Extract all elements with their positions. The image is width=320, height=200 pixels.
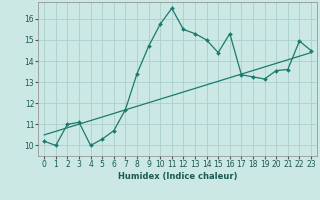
- X-axis label: Humidex (Indice chaleur): Humidex (Indice chaleur): [118, 172, 237, 181]
